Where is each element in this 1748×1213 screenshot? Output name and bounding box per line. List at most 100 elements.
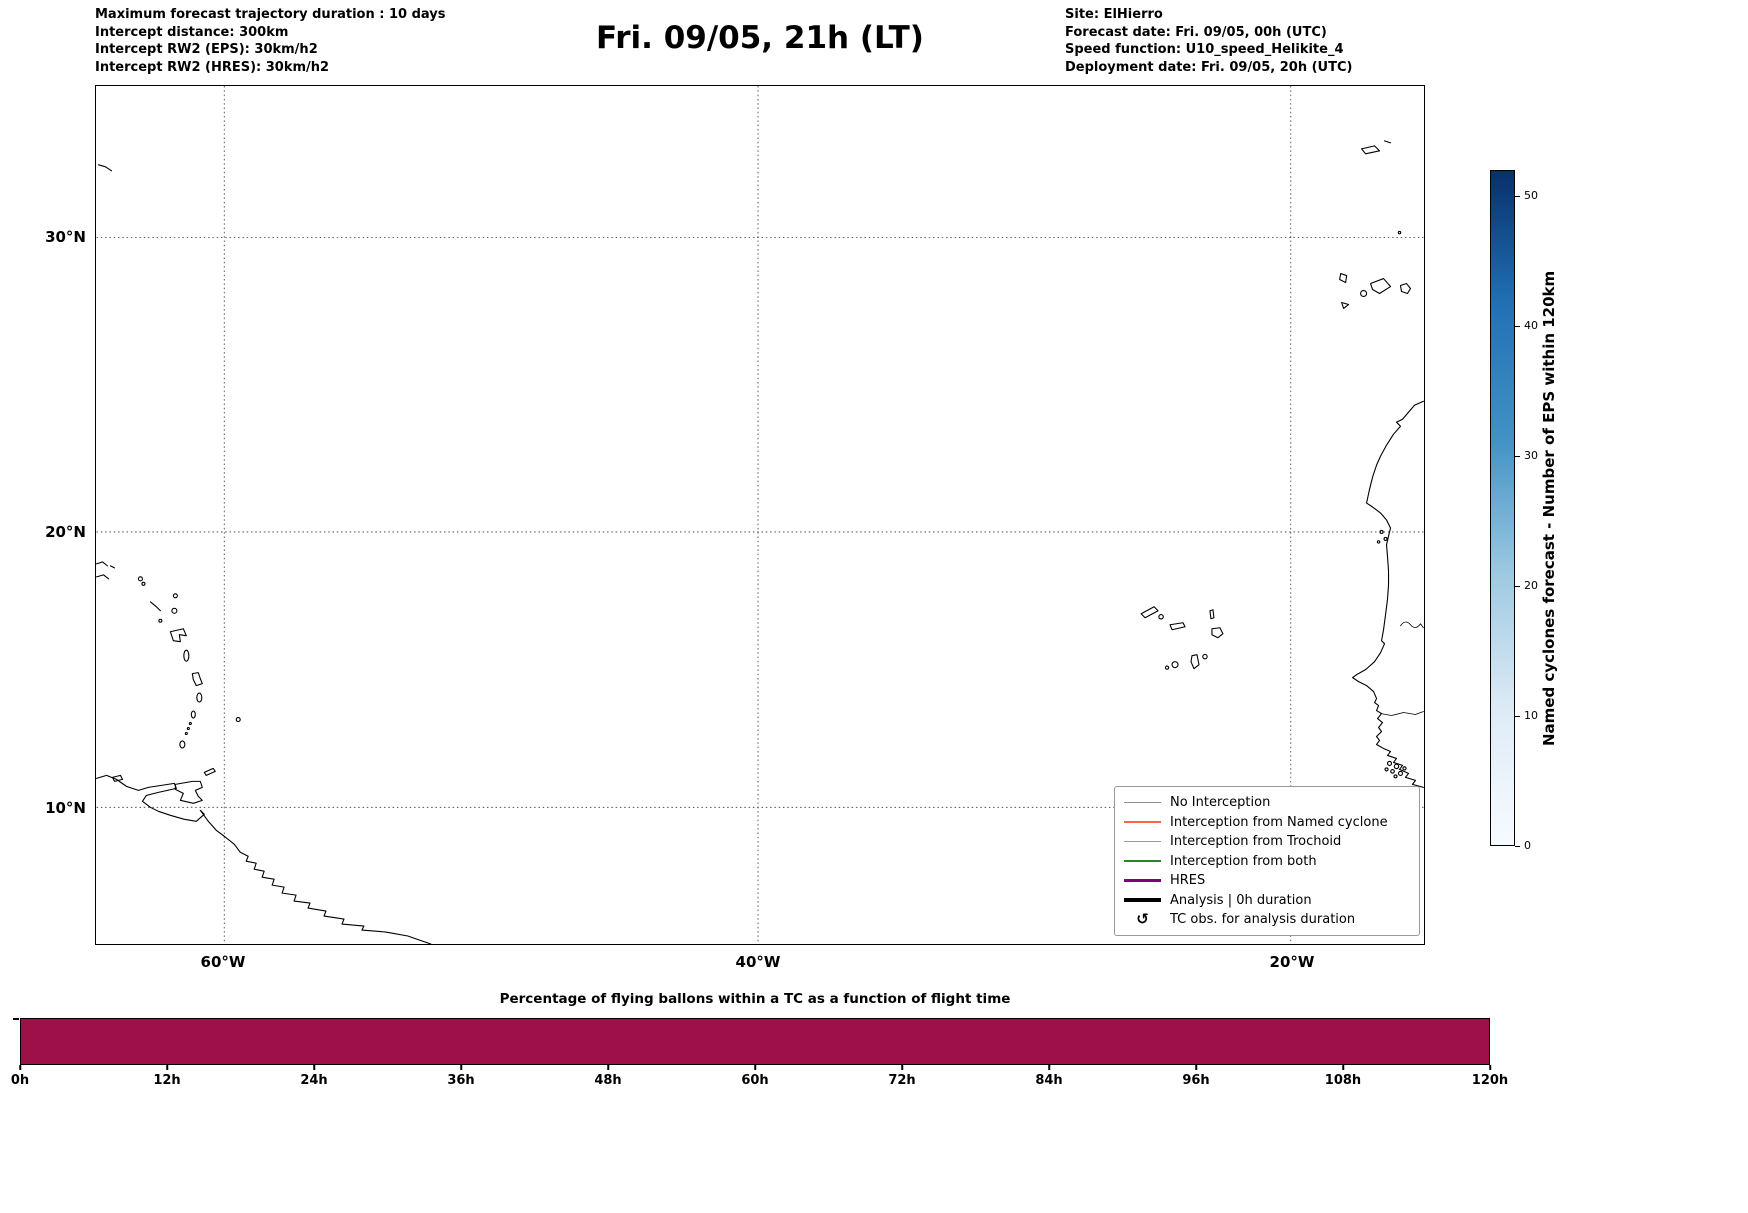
lon-label-20w: 20°W (1269, 953, 1315, 971)
lat-label-20n: 20°N (45, 523, 86, 541)
x-tick (1048, 1065, 1050, 1070)
green-line-icon (1124, 860, 1161, 862)
x-tick (1489, 1065, 1491, 1070)
run-config-text: Maximum forecast trajectory duration : 1… (95, 6, 446, 76)
x-tick-label: 0h (10, 1073, 30, 1088)
x-tick (19, 1065, 21, 1070)
colorbar-tick-label: 0 (1524, 839, 1531, 852)
colorbar-tick (1515, 325, 1520, 327)
site-config-text: Site: ElHierro Forecast date: Fri. 09/05… (1065, 6, 1352, 76)
figure-title: Fri. 09/05, 21h (LT) (596, 20, 924, 56)
legend-item-label: Analysis | 0h duration (1170, 892, 1312, 908)
x-tick-label: 12h (153, 1073, 181, 1088)
coastline-bermuda (97, 164, 113, 172)
x-tick (607, 1065, 609, 1070)
coastline-bissagos (1384, 760, 1407, 779)
x-tick-label: 60h (741, 1073, 769, 1088)
x-tick-label: 96h (1182, 1073, 1210, 1088)
legend-item-both: Interception from both (1124, 852, 1410, 871)
coastlines (96, 140, 1424, 944)
coastline-lesser-antilles (137, 576, 241, 749)
x-tick-label: 84h (1035, 1073, 1063, 1088)
config-line-distance: Intercept distance: 300km (95, 24, 289, 40)
config-line-rw2-hres: Intercept RW2 (HRES): 30km/h2 (95, 59, 330, 75)
colorbar-tick (1515, 845, 1520, 847)
config-line-site: Site: ElHierro (1065, 7, 1163, 22)
config-line-duration: Maximum forecast trajectory duration : 1… (95, 7, 446, 22)
x-tick-label: 36h (447, 1073, 475, 1088)
colorbar: 0 10 20 30 40 50 (1490, 170, 1560, 852)
lat-label-30n: 30°N (45, 228, 86, 246)
legend-item-label: TC obs. for analysis duration (1170, 912, 1356, 927)
x-tick-label: 24h (300, 1073, 328, 1088)
gray-line-icon (1124, 801, 1161, 804)
coastline-margarita (111, 774, 124, 782)
colorbar-label: Named cyclones forecast - Number of EPS … (1540, 270, 1558, 746)
x-tick (754, 1065, 756, 1070)
x-tick (460, 1065, 462, 1070)
legend-item-trochoid: Interception from Trochoid (1124, 832, 1410, 851)
black-line-icon (1124, 898, 1161, 902)
lat-label-10n: 10°N (45, 799, 86, 817)
config-line-rw2-eps: Intercept RW2 (EPS): 30km/h2 (95, 42, 318, 57)
legend-item-named-cyclone: Interception from Named cyclone (1124, 813, 1410, 832)
config-line-forecast: Forecast date: Fri. 09/05, 00h (UTC) (1065, 24, 1327, 40)
coastline-rivers (1380, 621, 1424, 716)
bottom-chart-title: Percentage of flying ballons within a TC… (499, 991, 1011, 1007)
coastline-trinidad (174, 780, 203, 804)
colorbar-tick-label: 40 (1524, 319, 1538, 332)
legend-item-no-interception: No Interception (1124, 793, 1410, 812)
map-gridlines (96, 86, 1424, 944)
bottom-x-axis: 0h 12h 24h 36h 48h 60h 72h 84h 96h 108h 120h (11, 1065, 1508, 1097)
colorbar-tick-label: 10 (1524, 709, 1538, 722)
orange-line-icon (1124, 821, 1161, 823)
colorbar-tick (1515, 585, 1520, 587)
legend-item-hres: HRES (1124, 871, 1410, 890)
lon-label-60w: 60°W (200, 953, 246, 971)
legend-item-label: No Interception (1170, 795, 1271, 810)
colorbar-gradient (1490, 170, 1515, 846)
x-tick (166, 1065, 168, 1070)
colorbar-tick (1515, 455, 1520, 457)
legend-item-label: Interception from Named cyclone (1170, 814, 1388, 830)
cyclone-symbol-icon: ↺ (1136, 910, 1149, 928)
legend-item-label: Interception from Trochoid (1170, 834, 1342, 849)
x-tick-label: 48h (594, 1073, 622, 1088)
colorbar-ticks: 0 10 20 30 40 50 (1515, 170, 1559, 852)
x-tick-label: 108h (1324, 1073, 1362, 1088)
x-tick (1342, 1065, 1344, 1070)
coastline-virgin-islands (96, 561, 116, 580)
coastline-cape-verde (1140, 606, 1224, 670)
x-tick-label: 72h (888, 1073, 916, 1088)
purple-line-icon (1124, 878, 1161, 883)
coastline-arguin-islets (1376, 529, 1388, 544)
olive-line-icon (1124, 840, 1161, 843)
legend-item-label: Interception from both (1170, 853, 1317, 869)
coastline-tobago (203, 767, 216, 776)
coastline-canary-islands (1339, 273, 1412, 310)
tc-percentage-bar (21, 1019, 1489, 1064)
coastline-madeira (1361, 140, 1402, 235)
x-tick (313, 1065, 315, 1070)
lon-label-40w: 40°W (735, 953, 781, 971)
config-line-deployment: Deployment date: Fri. 09/05, 20h (UTC) (1065, 59, 1353, 75)
colorbar-tick (1515, 715, 1520, 717)
coastline-south-america (96, 774, 432, 944)
colorbar-tick-label: 30 (1524, 449, 1538, 462)
colorbar-tick-label: 50 (1524, 189, 1538, 202)
x-tick-label: 120h (1471, 1073, 1509, 1088)
map-canvas (96, 86, 1424, 944)
colorbar-tick (1515, 195, 1520, 197)
config-line-speed-func: Speed function: U10_speed_Helikite_4 (1065, 42, 1344, 57)
map-plot: No Interception Interception from Named … (95, 85, 1425, 945)
map-legend: No Interception Interception from Named … (1114, 786, 1420, 936)
colorbar-tick-label: 20 (1524, 579, 1538, 592)
legend-item-analysis: Analysis | 0h duration (1124, 891, 1410, 910)
legend-item-tc-obs: ↺ TC obs. for analysis duration (1124, 910, 1410, 929)
flight-time-bar-chart (13, 1018, 1490, 1065)
bottom-y-axis-tick (13, 1018, 19, 1020)
legend-item-label: HRES (1170, 873, 1206, 888)
coastline-africa (1352, 400, 1424, 788)
x-tick (901, 1065, 903, 1070)
